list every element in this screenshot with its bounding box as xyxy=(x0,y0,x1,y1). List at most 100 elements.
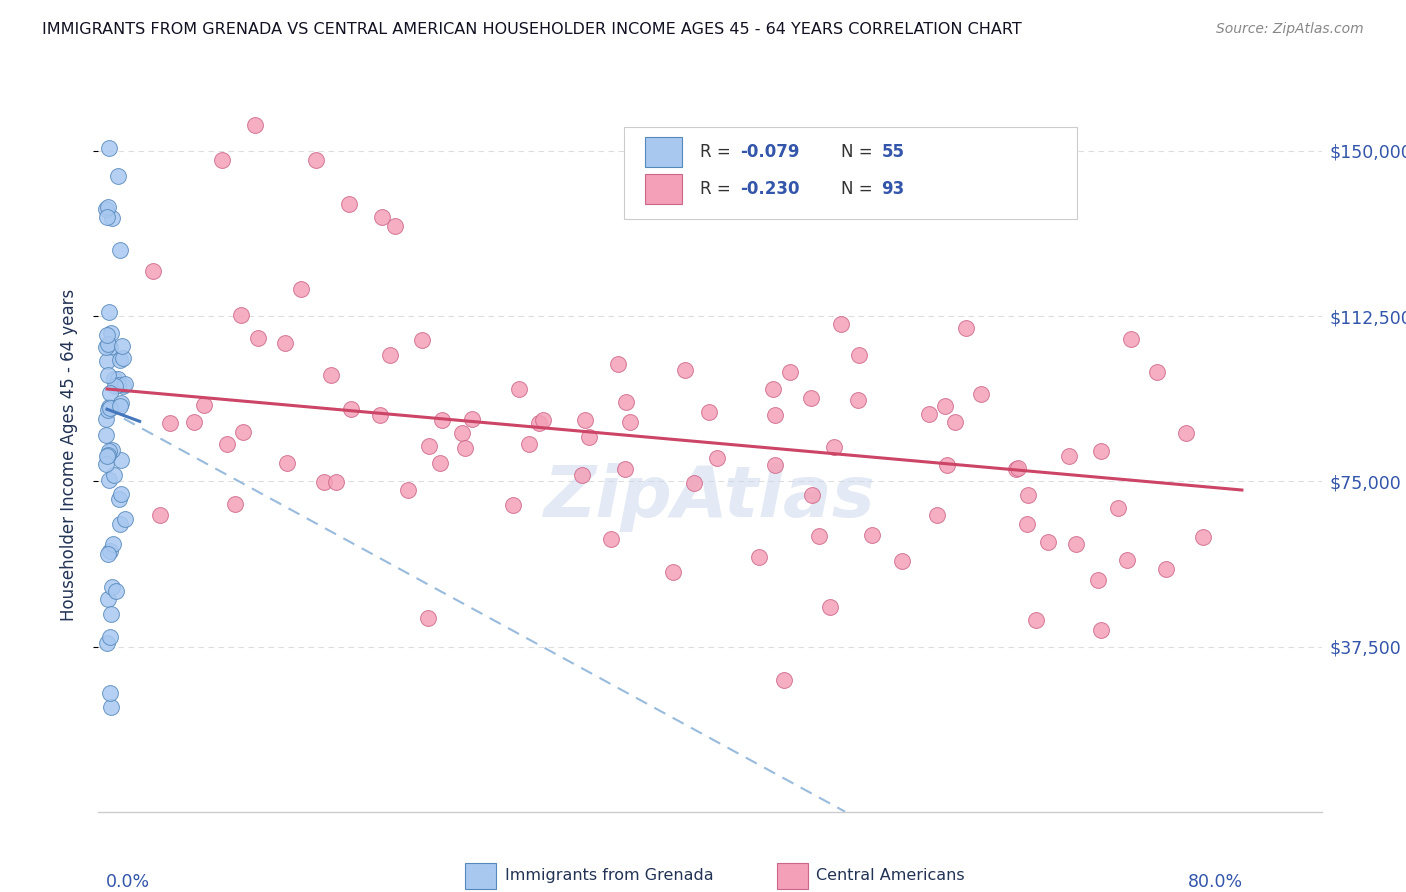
Point xyxy=(108,517,131,532)
Point xyxy=(149,508,172,522)
Point xyxy=(100,699,122,714)
Text: 80.0%: 80.0% xyxy=(1188,873,1243,891)
Point xyxy=(371,210,394,224)
Point xyxy=(380,348,402,362)
Point xyxy=(96,457,118,471)
Point xyxy=(101,580,124,594)
Point xyxy=(955,321,977,335)
Point xyxy=(108,353,131,368)
Point xyxy=(1038,535,1060,549)
Point xyxy=(1115,552,1137,566)
Point xyxy=(101,442,124,457)
Bar xyxy=(465,863,496,888)
Point xyxy=(943,415,966,429)
Point xyxy=(100,326,122,340)
Point xyxy=(337,197,360,211)
Point xyxy=(96,340,118,354)
Point xyxy=(229,308,252,322)
Bar xyxy=(778,863,808,888)
FancyBboxPatch shape xyxy=(624,127,1077,219)
Point xyxy=(97,448,120,462)
Point xyxy=(502,498,524,512)
Point xyxy=(772,673,794,687)
Point xyxy=(96,327,118,342)
Point xyxy=(98,141,121,155)
Point xyxy=(970,387,993,401)
Text: 55: 55 xyxy=(882,143,904,161)
Point xyxy=(111,338,134,352)
Point xyxy=(104,583,127,598)
Point xyxy=(800,488,823,502)
Point xyxy=(1025,613,1047,627)
Point xyxy=(97,548,120,562)
Point xyxy=(531,413,554,427)
Text: Central Americans: Central Americans xyxy=(817,869,965,883)
Point xyxy=(108,244,131,258)
Point xyxy=(325,475,347,489)
Point xyxy=(706,451,728,466)
Point xyxy=(112,351,135,365)
Point xyxy=(662,565,685,579)
Text: R =: R = xyxy=(700,180,737,198)
Point xyxy=(1087,574,1109,588)
Point xyxy=(104,379,127,393)
Point xyxy=(848,348,870,362)
Text: -0.079: -0.079 xyxy=(741,143,800,161)
Point xyxy=(97,200,120,214)
Text: N =: N = xyxy=(841,180,877,198)
Point xyxy=(98,400,121,414)
Point xyxy=(110,486,132,500)
Text: Immigrants from Grenada: Immigrants from Grenada xyxy=(505,869,713,883)
Point xyxy=(159,416,181,430)
Point xyxy=(1059,449,1081,463)
Point xyxy=(384,219,406,234)
Point xyxy=(110,453,132,467)
Point xyxy=(108,399,131,413)
Point xyxy=(411,333,433,347)
Point xyxy=(748,550,770,565)
Text: R =: R = xyxy=(700,143,737,161)
Point xyxy=(1015,517,1038,532)
Point xyxy=(461,411,484,425)
Point xyxy=(97,473,120,487)
Point xyxy=(1017,488,1039,502)
Point xyxy=(454,441,477,455)
Point xyxy=(614,395,637,409)
Y-axis label: Householder Income Ages 45 - 64 years: Householder Income Ages 45 - 64 years xyxy=(59,289,77,621)
Point xyxy=(1090,623,1112,637)
Point xyxy=(111,379,134,393)
Point xyxy=(103,468,125,483)
Point xyxy=(340,402,363,417)
Point xyxy=(103,372,125,386)
Point xyxy=(96,636,118,650)
Point xyxy=(1004,462,1026,476)
Point xyxy=(1146,365,1168,379)
Point xyxy=(606,357,628,371)
Point xyxy=(1066,537,1088,551)
Point xyxy=(314,475,336,489)
Point xyxy=(98,543,121,558)
Point xyxy=(96,449,118,463)
Point xyxy=(927,508,949,522)
Point xyxy=(517,437,540,451)
Point xyxy=(211,153,233,168)
Point xyxy=(247,331,270,345)
Point xyxy=(96,412,118,426)
Point xyxy=(808,529,831,543)
Point xyxy=(682,475,704,490)
Point xyxy=(934,399,956,413)
Point xyxy=(830,317,852,331)
Point xyxy=(765,458,787,473)
Point xyxy=(290,282,312,296)
Point xyxy=(1090,444,1112,458)
Point xyxy=(232,425,254,440)
Point xyxy=(100,401,122,415)
Point xyxy=(107,491,129,506)
Point xyxy=(673,363,696,377)
Point xyxy=(1191,530,1213,544)
Point xyxy=(527,416,550,430)
Point xyxy=(107,169,129,184)
Point xyxy=(215,437,238,451)
Point xyxy=(224,497,246,511)
Point xyxy=(860,528,883,542)
